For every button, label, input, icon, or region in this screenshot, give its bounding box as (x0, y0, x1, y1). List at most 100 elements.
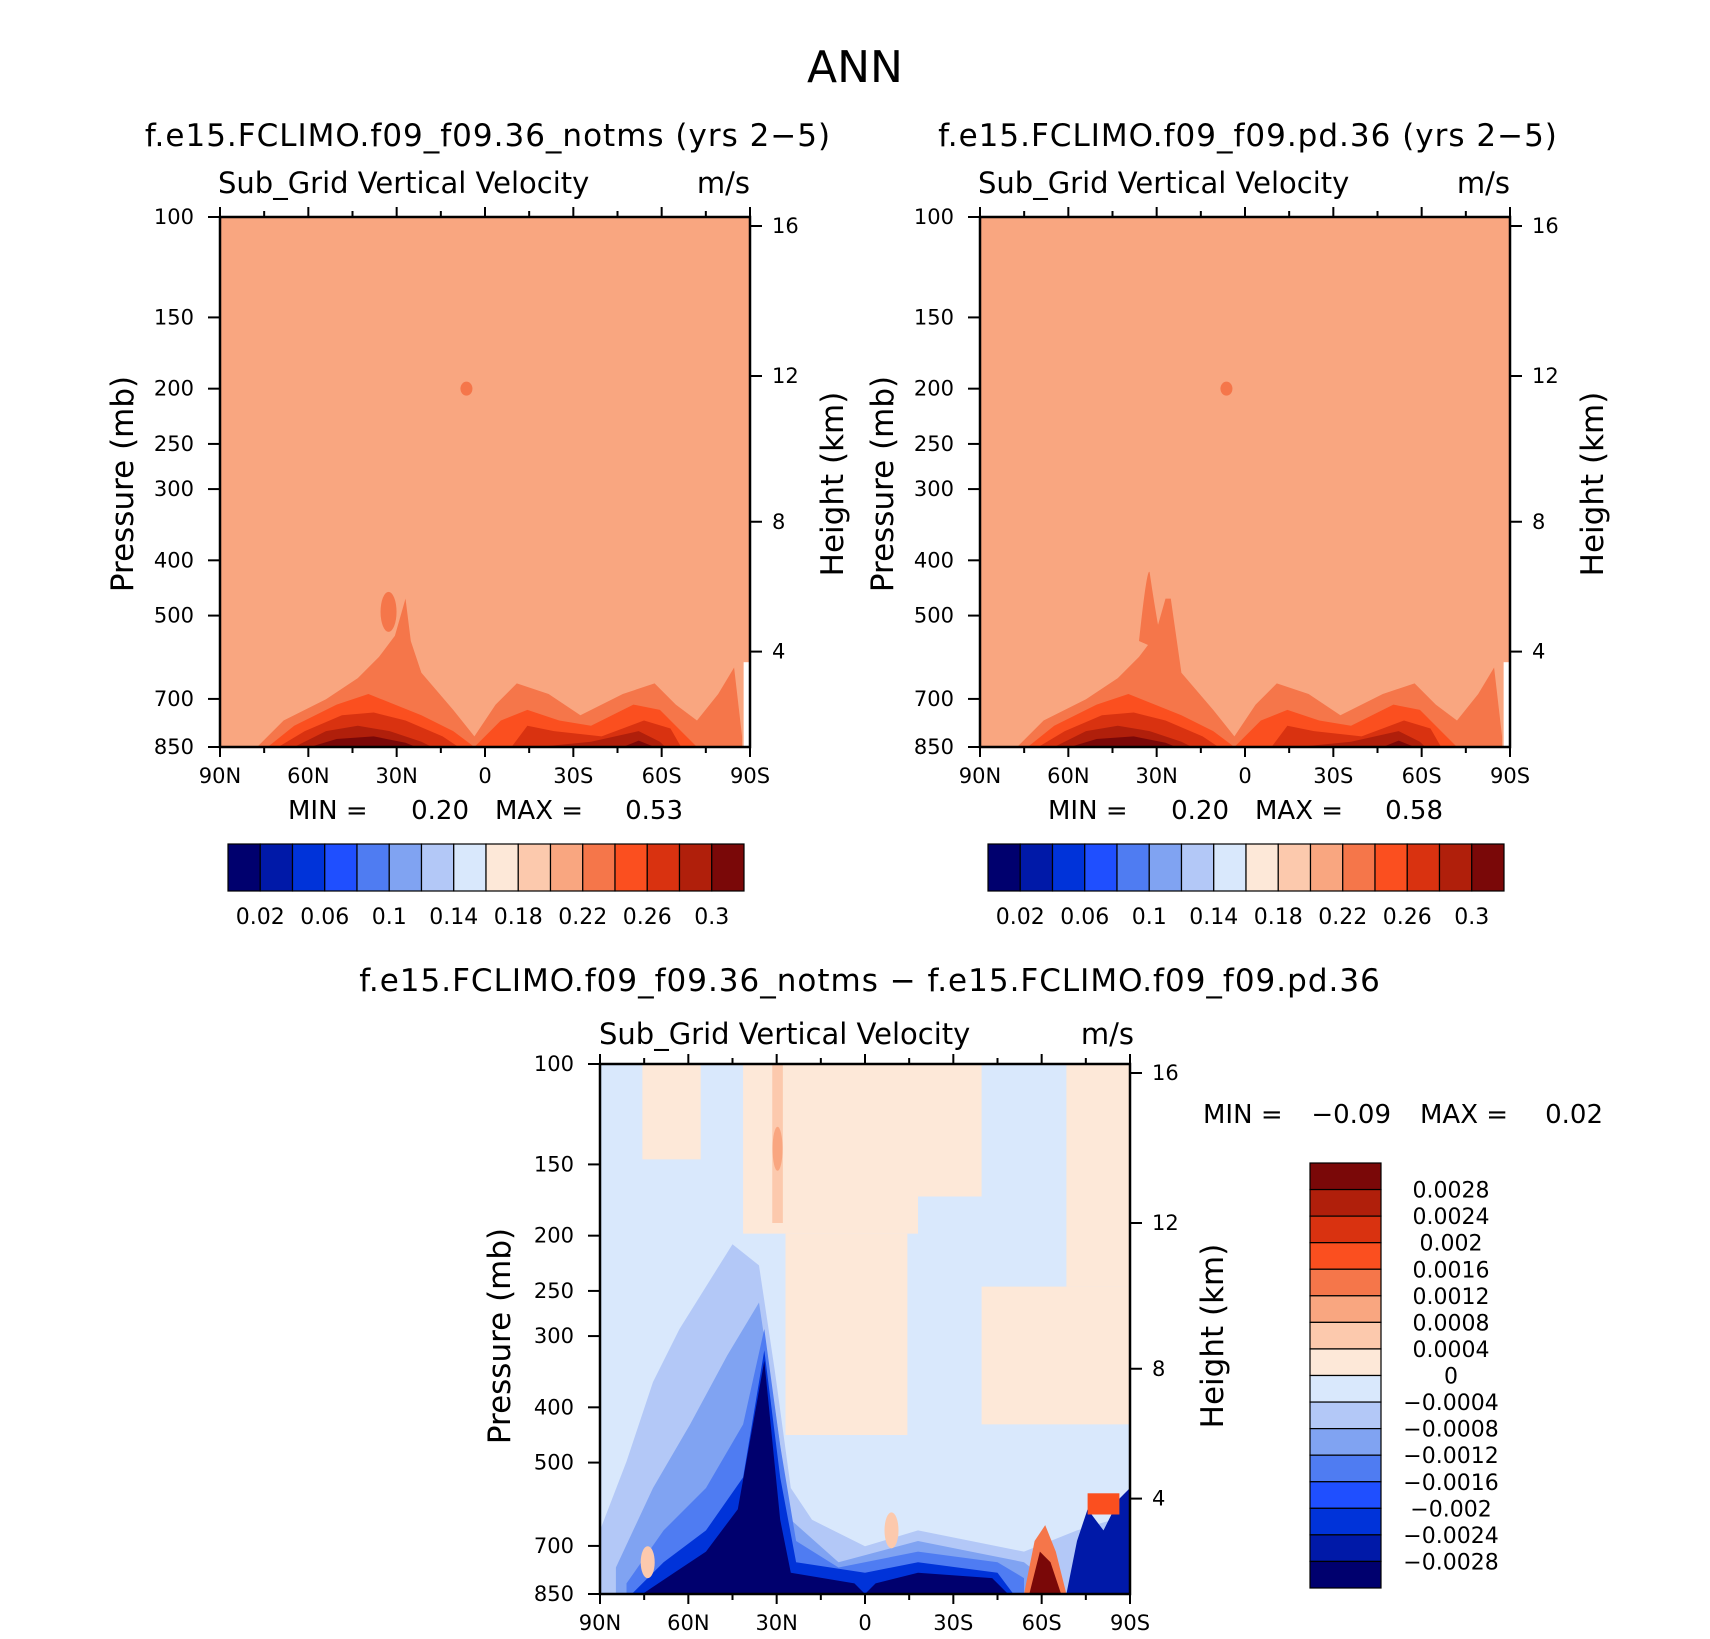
colorbar-cell (517, 843, 552, 892)
colorbar-label: 0.22 (558, 905, 607, 930)
colorbar-label: 0.22 (1318, 905, 1367, 930)
colorbar-cell (1374, 843, 1408, 892)
colorbar-cell (1309, 1454, 1382, 1483)
colorbar-cell (1245, 843, 1279, 892)
x-tick-label: 90S (730, 764, 770, 788)
min-value: 0.20 (411, 796, 469, 826)
y-tick-label: 700 (534, 1534, 574, 1558)
colorbar-cell (1051, 843, 1086, 892)
y-tick-label: 400 (914, 548, 954, 572)
background-field (220, 217, 750, 747)
min-label: MIN = (288, 796, 368, 826)
warm-patch (642, 1064, 701, 1160)
min-label: MIN = (1048, 796, 1128, 826)
colorbar-label: −0.0012 (1403, 1444, 1498, 1469)
colorbar-cell (1148, 843, 1183, 892)
colorbar-cell (582, 843, 616, 892)
colorbar-label: 0.02 (236, 905, 285, 930)
colorbar-label: −0.0028 (1403, 1550, 1498, 1575)
axes: 90N 60N 30N 0 30S 60S 90S 100 150 200 250 300 400 500… (154, 205, 799, 788)
max-label: MAX = (495, 796, 583, 826)
colorbar-cell (1309, 1215, 1382, 1244)
colorbar-cell (1309, 1428, 1382, 1456)
colorbar-cell (1309, 1321, 1382, 1350)
colorbar-cell (1309, 1268, 1382, 1297)
axes: 90N 60N 30N 0 30S 60S 90S 100 150 200 250 300 400 500… (914, 205, 1559, 788)
y-tick-label: 500 (914, 604, 954, 628)
y-tick-label-right: 12 (1532, 364, 1559, 388)
colorbar-cell (1116, 843, 1150, 892)
colorbar-cell (1309, 1534, 1382, 1563)
colorbar-label: 0.0012 (1413, 1285, 1490, 1310)
y-tick-label: 200 (914, 377, 954, 401)
max-label: MAX = (1255, 796, 1343, 826)
colorbar-label: 0.26 (623, 905, 672, 930)
colorbar-label: 0 (1444, 1365, 1458, 1390)
colorbar-label: 0.1 (372, 905, 407, 930)
colorbar-cell (453, 843, 487, 892)
colorbar-cell (291, 843, 326, 892)
y-tick-label-right: 16 (772, 214, 799, 238)
x-tick-label: 60S (1022, 1611, 1062, 1635)
y-tick-label: 250 (534, 1279, 574, 1303)
panel-title: f.e15.FCLIMO.f09_f09.36_notms − f.e15.FC… (359, 963, 1381, 999)
x-tick-label: 60N (1047, 764, 1089, 788)
y-axis-label-right: Height (km) (815, 392, 851, 577)
colorbar-cell (1406, 843, 1441, 892)
colorbar-label: 0.3 (1454, 905, 1489, 930)
y-tick-label-right: 4 (1152, 1487, 1165, 1511)
y-axis-label-right: Height (km) (1575, 392, 1611, 577)
y-tick-label: 400 (534, 1395, 574, 1419)
colorbar-label: −0.002 (1410, 1497, 1491, 1522)
colorbar-cell (1084, 843, 1118, 892)
y-axis-label: Pressure (mb) (865, 376, 901, 592)
warm-spot (640, 1546, 655, 1579)
panel-notms: f.e15.FCLIMO.f09_f09.36_notms (yrs 2−5) … (105, 118, 851, 930)
plot-area (980, 217, 1510, 747)
units-label: m/s (1457, 166, 1510, 200)
background-field (980, 217, 1510, 747)
x-tick-label: 0 (478, 764, 491, 788)
max-value: 0.02 (1545, 1100, 1603, 1130)
upward-tongue (1139, 571, 1163, 652)
x-tick-label: 90N (959, 764, 1001, 788)
colorbar-cell (259, 843, 294, 892)
colorbar-cell (678, 843, 713, 892)
colorbar-cell (1309, 1242, 1382, 1270)
colorbar-cell (614, 843, 648, 892)
contour-level-4 (1070, 736, 1415, 747)
y-tick-label: 200 (534, 1224, 574, 1248)
x-tick-label: 0 (1238, 764, 1251, 788)
y-tick-label-right: 8 (1532, 510, 1545, 534)
max-value: 0.58 (1385, 796, 1443, 826)
colorbar-cell (1309, 1560, 1382, 1589)
y-axis-label: Pressure (mb) (482, 1228, 518, 1444)
y-tick-label: 500 (154, 604, 194, 628)
missing-data (743, 662, 750, 747)
colorbar-cell (388, 843, 423, 892)
colorbar-cell (1471, 843, 1505, 892)
x-tick-label: 0 (858, 1611, 871, 1635)
y-tick-label: 250 (914, 432, 954, 456)
warm-patch (1066, 1064, 1130, 1287)
x-tick-label: 90N (579, 1611, 621, 1635)
x-tick-label: 30N (755, 1611, 797, 1635)
max-value: 0.53 (625, 796, 683, 826)
y-tick-label: 150 (534, 1152, 574, 1176)
colorbar-cell (1277, 843, 1312, 892)
warm-patch (981, 1286, 1130, 1425)
figure-title: ANN (807, 42, 903, 93)
colorbar-label: −0.0008 (1403, 1418, 1498, 1443)
x-tick-label: 90N (199, 764, 241, 788)
colorbar-label: 0.0008 (1413, 1311, 1490, 1336)
strong-negative-core (642, 1360, 1009, 1594)
colorbar-cell (1309, 1188, 1382, 1217)
units-label: m/s (697, 166, 750, 200)
y-tick-label: 700 (914, 687, 954, 711)
colorbar-label: 0.002 (1420, 1232, 1483, 1257)
y-tick-label: 850 (154, 735, 194, 759)
y-tick-label: 500 (534, 1451, 574, 1475)
colorbar-cell (1309, 1481, 1382, 1509)
colorbar-cell (324, 843, 358, 892)
